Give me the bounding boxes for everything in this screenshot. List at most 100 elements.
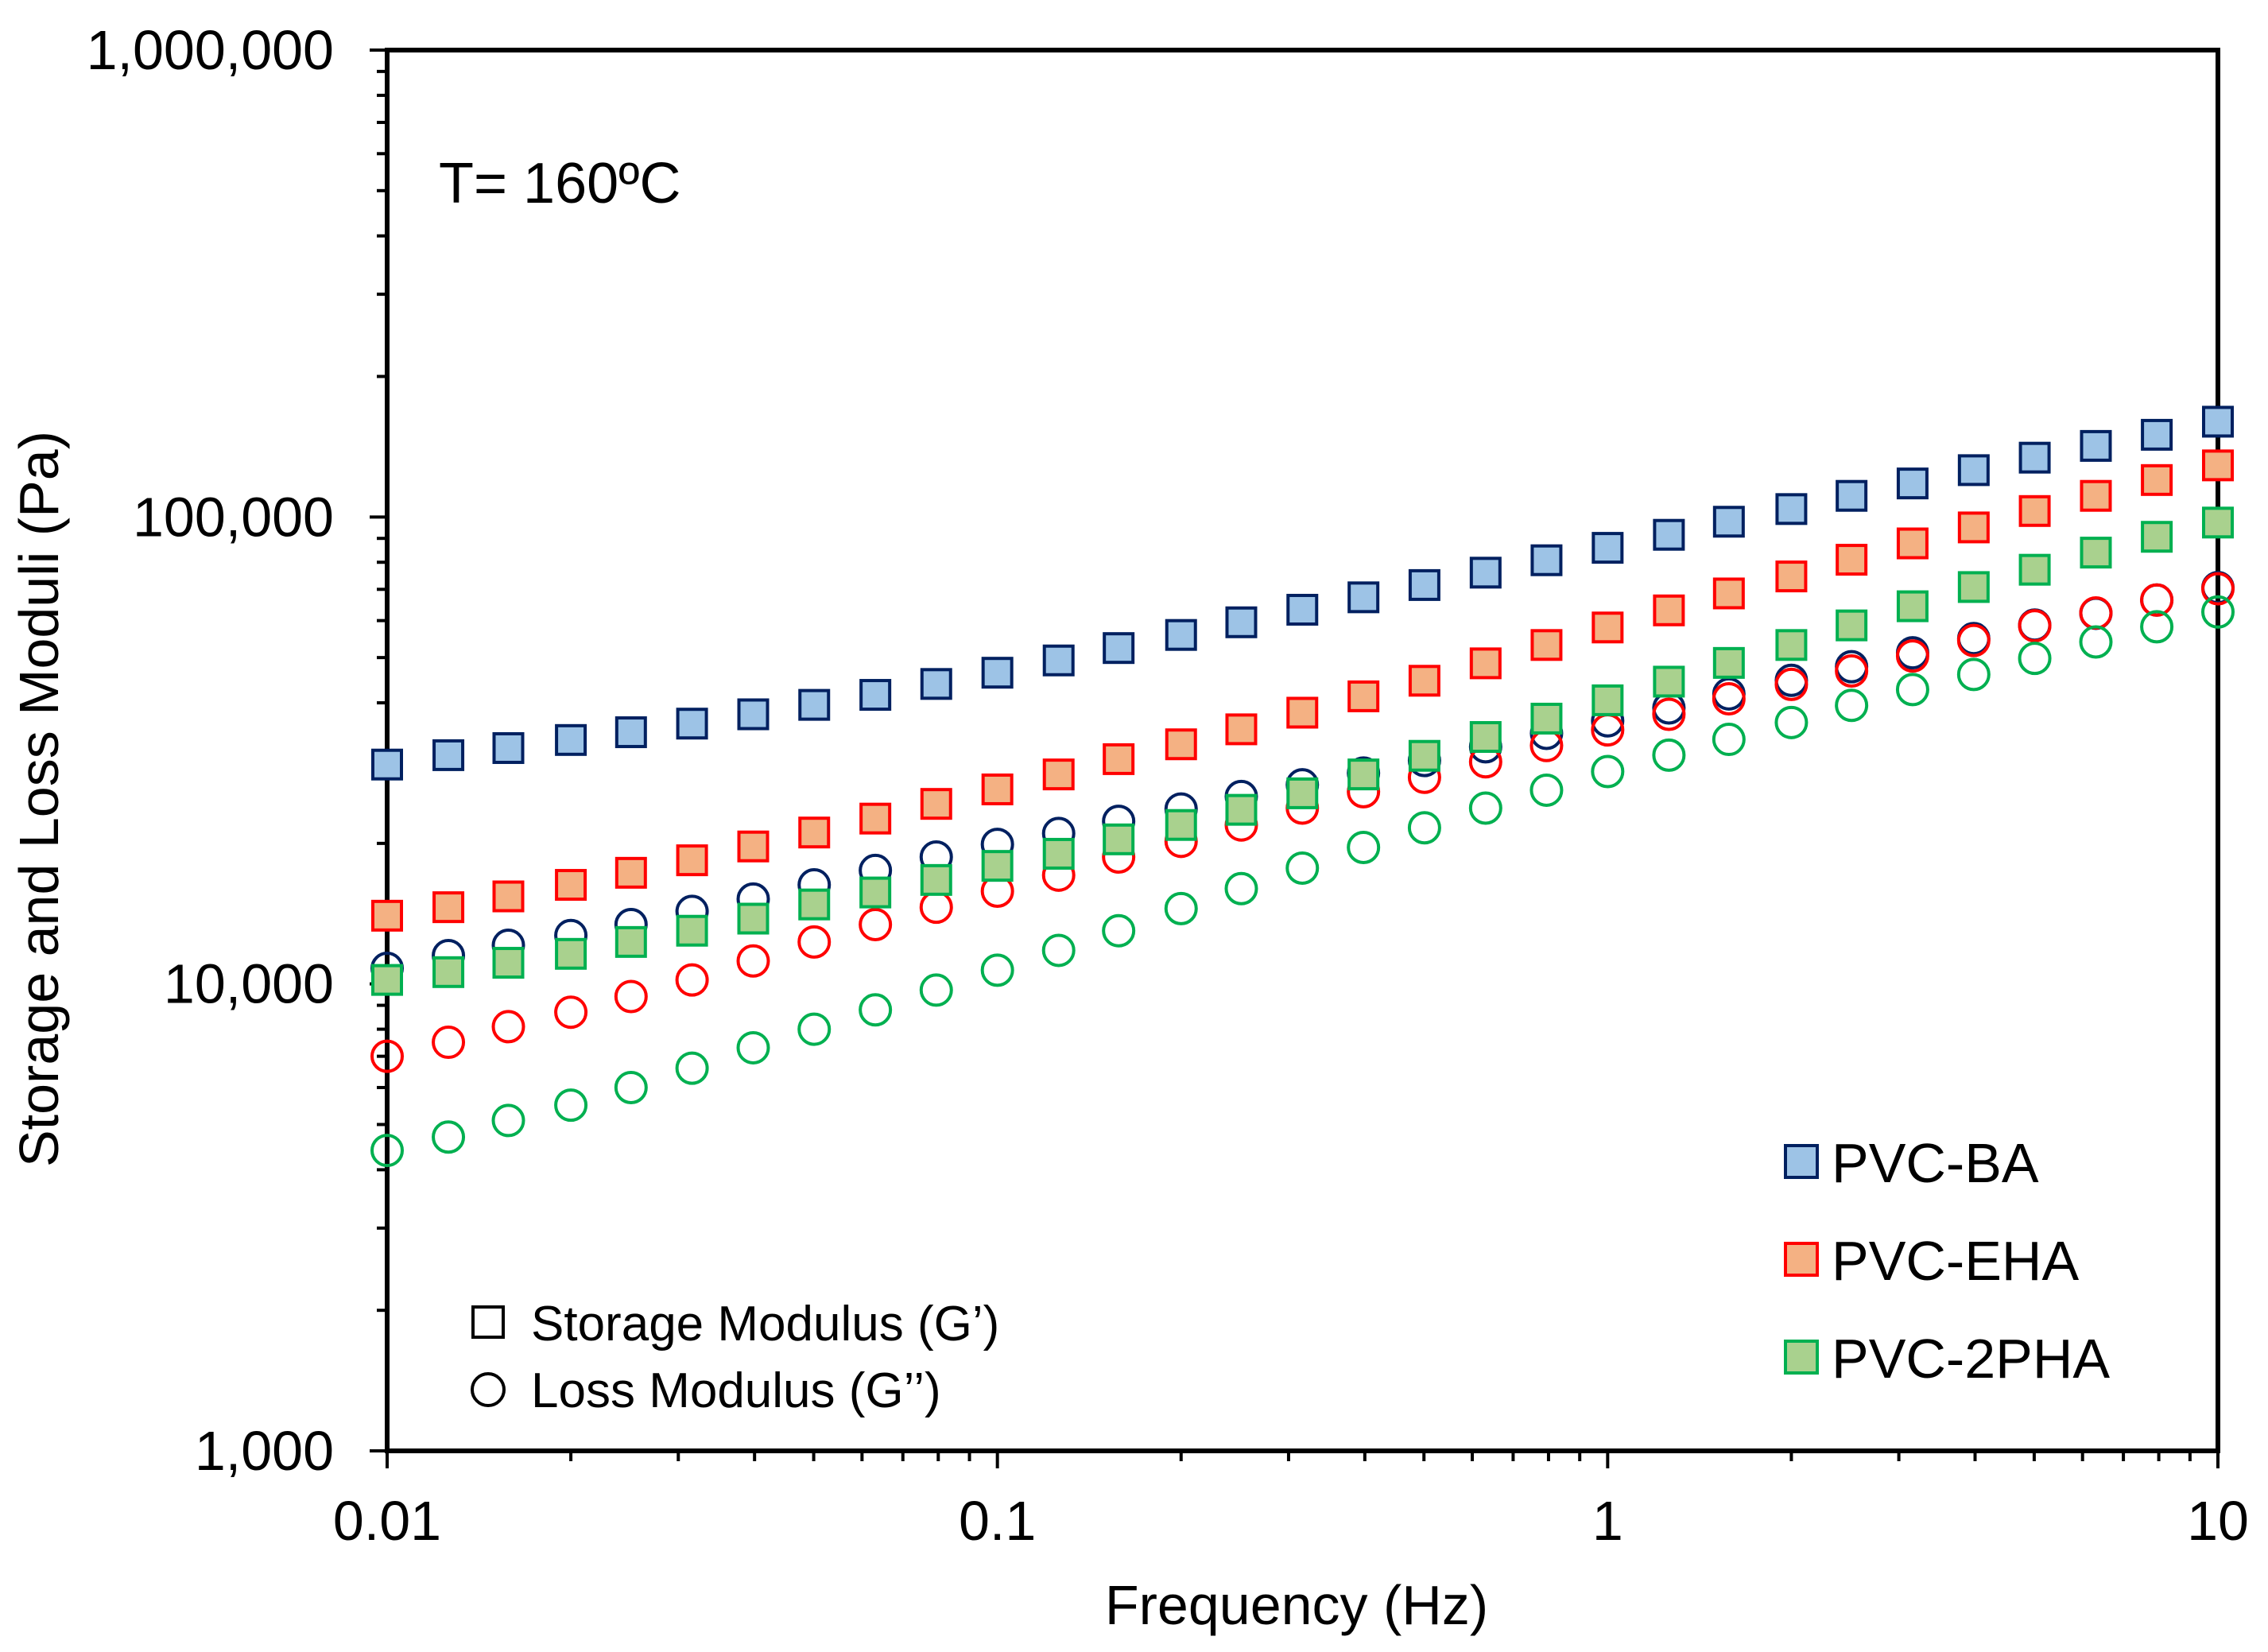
data-point [1224, 871, 1258, 905]
data-point [1591, 532, 1624, 564]
data-point [1591, 611, 1624, 644]
data-point [370, 1134, 404, 1168]
data-point [1347, 831, 1381, 865]
y-tick-label: 100,000 [133, 486, 334, 548]
circle-marker-icon [471, 1372, 506, 1407]
data-point [1836, 479, 1868, 512]
data-point [1347, 680, 1380, 712]
legend-label: PVC-EHA [1832, 1230, 2079, 1292]
data-point [675, 963, 709, 997]
data-point [676, 844, 708, 877]
data-point [2080, 479, 2112, 512]
data-point [920, 788, 952, 820]
data-point [1957, 454, 1990, 487]
data-point [1712, 723, 1746, 757]
data-point [491, 1103, 525, 1138]
data-point [1836, 609, 1868, 642]
data-point [737, 830, 770, 863]
legend-label: PVC-2PHA [1832, 1328, 2110, 1390]
data-point [432, 891, 465, 924]
data-point [2201, 572, 2235, 606]
data-point [1102, 913, 1136, 948]
data-point [1712, 577, 1745, 610]
legend-swatch [1784, 1340, 1819, 1375]
data-point [1408, 739, 1440, 772]
data-point [554, 995, 588, 1030]
data-point [736, 944, 770, 978]
x-tick-label: 0.01 [333, 1490, 441, 1552]
y-tick-label: 10,000 [164, 953, 334, 1015]
data-point [555, 869, 587, 902]
x-axis-label: Frequency (Hz) [1105, 1574, 1488, 1636]
axis-tick-labels: 0.01 0.1 1 10 1,000 10,000 100,000 1,000,000 [87, 19, 2249, 1552]
data-point [1286, 593, 1319, 626]
series-pvc-ba-g- [371, 405, 2234, 781]
data-point [981, 850, 1014, 882]
data-point [859, 679, 892, 712]
data-point [798, 888, 831, 921]
series-pvc-eha-g- [370, 572, 2235, 1073]
y-tick-label: 1,000 [195, 1420, 334, 1482]
data-point [2140, 583, 2174, 617]
marker-legend-label: Storage Modulus (G’) [531, 1297, 999, 1351]
data-point [1469, 721, 1502, 754]
data-point [1956, 657, 1991, 692]
series-legend: PVC-BA PVC-EHA PVC-2PHA [1784, 1132, 2110, 1390]
data-point [1469, 647, 1502, 680]
data-point [1529, 773, 1564, 807]
data-point [919, 890, 953, 925]
data-point [2201, 595, 2235, 629]
data-point [614, 979, 648, 1014]
data-point [859, 908, 893, 942]
x-tick-label: 10 [2187, 1490, 2249, 1552]
data-point [432, 956, 465, 988]
marker-legend-entry: Loss Modulus (G’’) [471, 1363, 941, 1418]
data-point [981, 773, 1014, 805]
data-point [432, 1026, 466, 1060]
data-point [1468, 791, 1502, 825]
data-point [1165, 619, 1197, 651]
data-point [737, 698, 770, 731]
data-point [1957, 571, 1990, 603]
data-point [1530, 629, 1563, 661]
data-point [1103, 743, 1135, 775]
data-point [798, 816, 831, 849]
data-point [1775, 560, 1808, 593]
data-point [1408, 665, 1440, 697]
marker-legend-entry: Storage Modulus (G’) [471, 1297, 999, 1351]
data-point [2080, 537, 2112, 569]
data-point [736, 1030, 770, 1064]
data-point [1895, 673, 1929, 707]
data-point [555, 723, 587, 756]
data-point [614, 856, 647, 889]
x-tick-label: 1 [1592, 1490, 1623, 1552]
data-point [1774, 667, 1809, 701]
square-marker-icon [471, 1305, 505, 1339]
data-point [737, 902, 770, 935]
data-point [1712, 682, 1746, 716]
data-point [2018, 441, 2051, 474]
data-point [980, 953, 1014, 987]
data-point [1408, 568, 1440, 601]
data-point [2018, 553, 2051, 586]
data-point [1286, 777, 1319, 809]
data-point [1653, 665, 1685, 698]
data-point [1895, 639, 1929, 673]
data-point [919, 973, 953, 1007]
data-point [1896, 527, 1929, 560]
marker-legend: Storage Modulus (G’) Loss Modulus (G’’) [471, 1297, 999, 1418]
data-point [1225, 713, 1258, 746]
data-point [1042, 837, 1075, 870]
data-point [1407, 811, 1441, 845]
data-point [1165, 809, 1197, 841]
data-point [798, 688, 831, 721]
data-point [1042, 644, 1075, 677]
x-tick-label: 0.1 [959, 1490, 1036, 1552]
data-point [1653, 594, 1685, 626]
data-point [614, 925, 647, 958]
data-point [1469, 556, 1502, 589]
data-point [1165, 728, 1197, 761]
data-point [1957, 511, 1990, 544]
